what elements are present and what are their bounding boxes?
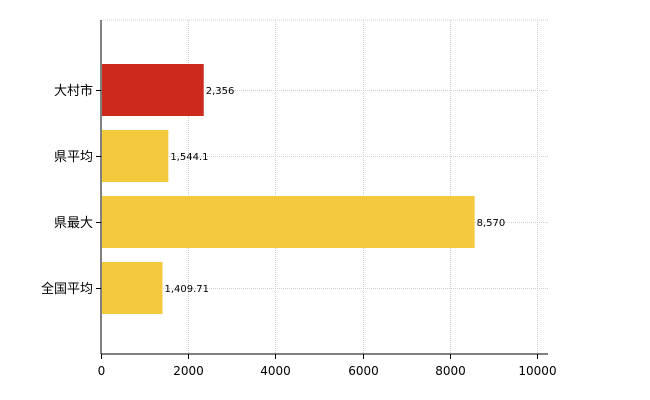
data-label: 1,544.1 [170,152,208,163]
axes [96,20,548,359]
data-label: 8,570 [477,218,506,229]
bar [102,196,475,248]
x-tick-label: 6000 [348,364,379,378]
category-label: 全国平均 [41,281,93,297]
x-tick-label: 2000 [173,364,204,378]
data-label: 2,356 [206,86,235,97]
bars [102,64,475,314]
category-label: 県最大 [54,216,93,231]
x-tick-label: 10000 [518,364,556,378]
bar [102,130,169,182]
x-tick-label: 0 [98,364,106,378]
bar [102,262,163,314]
category-label: 大村市 [54,83,93,99]
bar [102,64,204,116]
x-tick-label: 4000 [260,364,291,378]
category-label: 県平均 [54,150,93,165]
data-label: 1,409.71 [164,284,209,295]
x-tick-label: 8000 [435,364,466,378]
